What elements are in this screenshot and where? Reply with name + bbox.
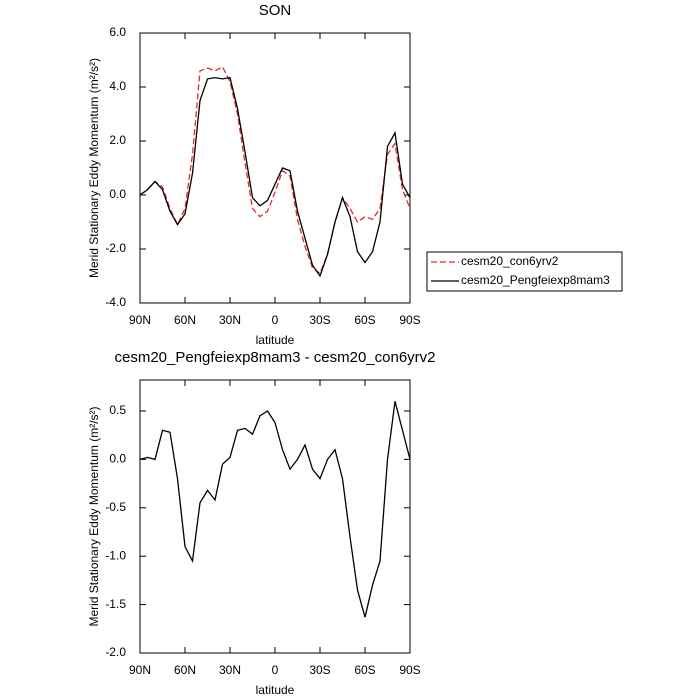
y-tick-label: 0.5: [109, 403, 126, 417]
legend-box: [426, 251, 623, 292]
y-tick-label: 6.0: [109, 25, 126, 39]
y-tick-label: -1.5: [105, 597, 126, 611]
x-tick-label: 60N: [174, 313, 196, 327]
data-line: [139, 65, 411, 275]
x-tick-label: 30S: [309, 663, 330, 677]
chart-title: cesm20_Pengfeiexp8mam3 - cesm20_con6yrv2: [115, 349, 436, 366]
y-tick-label: 4.0: [109, 79, 126, 93]
y-tick-label: 0.0: [109, 187, 126, 201]
y-tick-label: -2.0: [105, 241, 126, 255]
x-tick-label: 90N: [129, 313, 151, 327]
legend-label: cesm20_Pengfeiexp8mam3: [461, 273, 610, 287]
chart-title: SON: [259, 2, 292, 19]
y-axis-label: Merid Stationary Eddy Momentum (m²/s²): [87, 58, 101, 278]
data-line: [139, 76, 411, 278]
x-tick-label: 90N: [129, 663, 151, 677]
y-tick-label: 0.0: [109, 452, 126, 466]
x-axis-label: latitude: [256, 683, 295, 697]
y-tick-label: -4.0: [105, 295, 126, 309]
x-tick-label: 30N: [219, 313, 241, 327]
x-tick-label: 60N: [174, 663, 196, 677]
legend-label: cesm20_con6yrv2: [461, 254, 559, 268]
y-tick-label: 2.0: [109, 133, 126, 147]
x-axis-label: latitude: [256, 333, 295, 347]
y-tick-label: -2.0: [105, 645, 126, 659]
x-tick-label: 90S: [399, 663, 420, 677]
x-tick-label: 90S: [399, 313, 420, 327]
x-tick-label: 30N: [219, 663, 241, 677]
x-tick-label: 0: [272, 313, 279, 327]
x-tick-label: 30S: [309, 313, 330, 327]
plot-frame: [139, 379, 411, 654]
plot-frame: [139, 32, 411, 304]
x-tick-label: 60S: [354, 313, 375, 327]
x-tick-label: 0: [272, 663, 279, 677]
data-line: [139, 401, 411, 618]
y-tick-label: -0.5: [105, 500, 126, 514]
x-tick-label: 60S: [354, 663, 375, 677]
y-axis-label: Merid Stationary Eddy Momentum (m²/s²): [87, 406, 101, 626]
y-tick-label: -1.0: [105, 548, 126, 562]
